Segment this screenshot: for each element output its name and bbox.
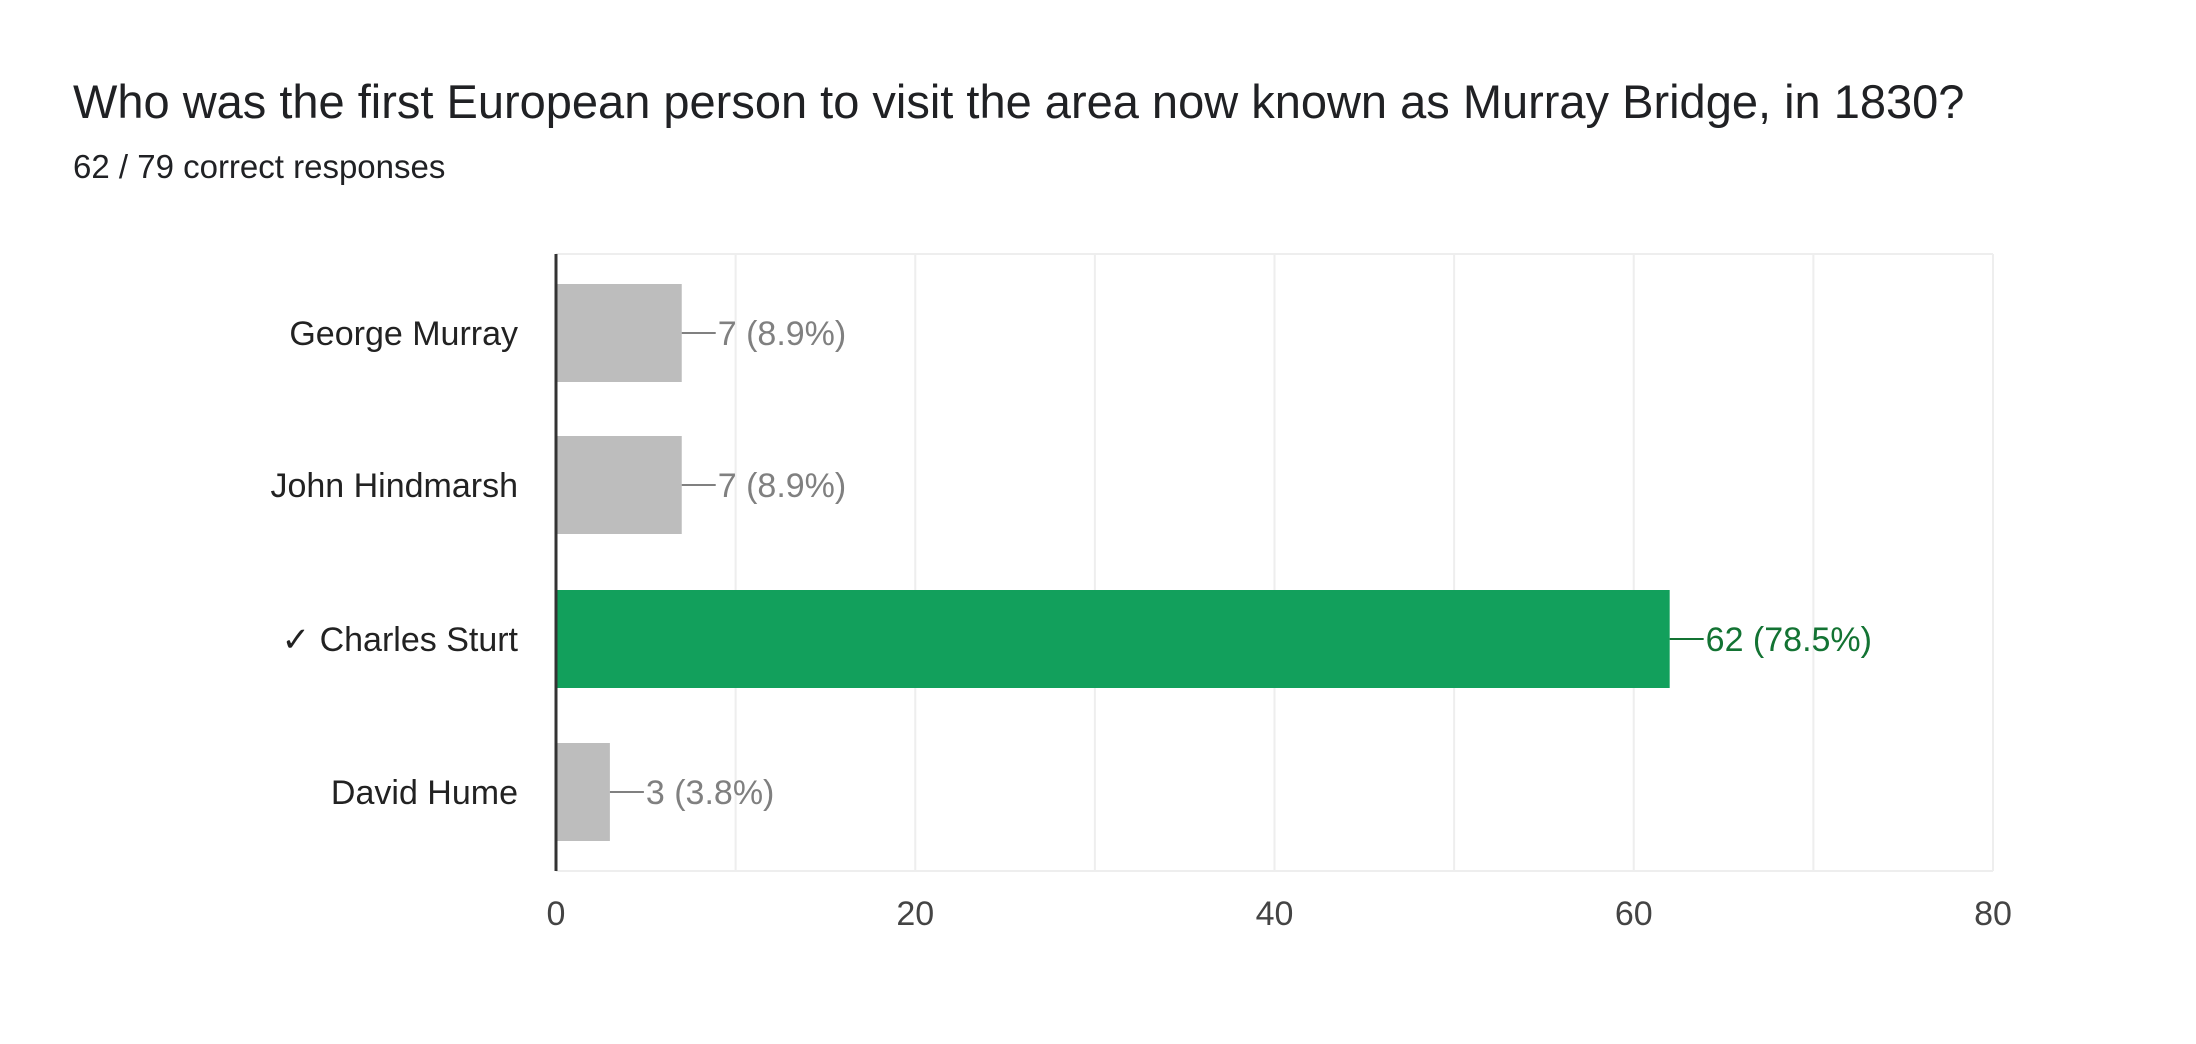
- bar-layer: 7 (8.9%) 7 (8.9%) 62 (78.5%) 3 (3.8%): [556, 284, 1872, 841]
- bar: [556, 590, 1670, 688]
- bar-value-label: 3 (3.8%): [646, 774, 775, 812]
- bar: [556, 436, 682, 534]
- grid-layer: [556, 253, 1994, 872]
- x-tick-label: 0: [547, 895, 566, 933]
- x-tick-label: 80: [1974, 895, 2012, 933]
- x-tick-label: 20: [896, 895, 934, 933]
- category-label: David Hume: [331, 774, 518, 812]
- question-title: Who was the first European person to vis…: [73, 75, 1965, 128]
- category-label: George Murray: [289, 315, 518, 353]
- category-label: ✓ Charles Sturt: [282, 621, 519, 659]
- bar-value-label: 7 (8.9%): [718, 315, 847, 353]
- category-label: John Hindmarsh: [270, 467, 518, 505]
- bar: [556, 284, 682, 382]
- bar-value-label: 7 (8.9%): [718, 467, 847, 505]
- x-tick-label: 40: [1256, 895, 1294, 933]
- bar: [556, 743, 610, 841]
- correct-responses-summary: 62 / 79 correct responses: [73, 148, 446, 185]
- x-tick-label: 60: [1615, 895, 1653, 933]
- bar-value-label: 62 (78.5%): [1706, 621, 1872, 659]
- axis-layer: George Murray John Hindmarsh ✓ Charles Stu…: [270, 254, 2012, 933]
